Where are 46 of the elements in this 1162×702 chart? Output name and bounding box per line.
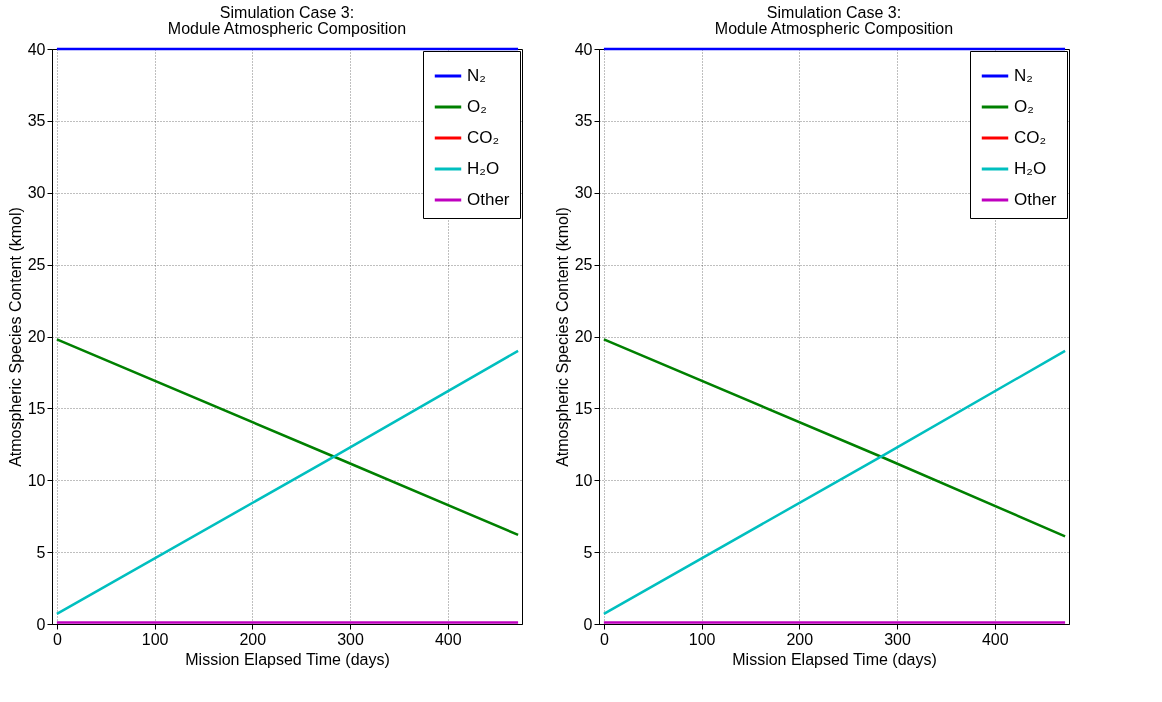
x-tick-label: 400 <box>434 630 462 648</box>
x-tick-label: 0 <box>52 630 62 648</box>
x-axis-title: Mission Elapsed Time (days) <box>732 650 937 668</box>
chart-subtitle: Module Atmospheric Composition <box>714 20 954 37</box>
legend-label: Other <box>467 190 510 209</box>
y-tick-label: 10 <box>27 471 46 489</box>
legend-label: Other <box>1014 190 1057 209</box>
legend-label: H₂O <box>1014 159 1047 178</box>
legend-label: O₂ <box>1014 97 1034 116</box>
x-tick-label: 400 <box>981 630 1009 648</box>
legend-label: N₂ <box>1014 66 1033 85</box>
chart-title: Simulation Case 3: <box>219 4 355 21</box>
y-tick-label: 15 <box>27 399 46 417</box>
y-tick-label: 35 <box>27 112 46 130</box>
x-tick-label: 200 <box>239 630 267 648</box>
y-tick-label: 5 <box>36 543 46 561</box>
x-tick-label: 100 <box>688 630 716 648</box>
chart-title: Simulation Case 3: <box>766 4 902 21</box>
x-axis-title: Mission Elapsed Time (days) <box>185 650 390 668</box>
legend-label: H₂O <box>467 159 500 178</box>
y-tick-label: 30 <box>27 184 46 202</box>
y-tick-label: 30 <box>574 184 593 202</box>
legend-label: CO₂ <box>467 128 500 147</box>
y-tick-label: 5 <box>583 543 593 561</box>
y-tick-label: 0 <box>583 615 593 633</box>
y-tick-label: 40 <box>27 40 46 58</box>
y-tick-label: 15 <box>574 399 593 417</box>
chart-subtitle: Module Atmospheric Composition <box>167 20 407 37</box>
x-tick-label: 100 <box>141 630 169 648</box>
legend-label: N₂ <box>467 66 486 85</box>
legend-label: CO₂ <box>1014 128 1047 147</box>
y-tick-label: 10 <box>574 471 593 489</box>
x-tick-label: 0 <box>599 630 609 648</box>
y-tick-label: 20 <box>27 328 46 345</box>
legend-label: O₂ <box>467 97 487 116</box>
y-axis-title: Atmospheric Species Content (kmol) <box>553 207 571 467</box>
y-tick-label: 25 <box>27 256 46 274</box>
y-tick-label: 0 <box>36 615 46 633</box>
y-tick-label: 40 <box>574 40 593 58</box>
y-tick-label: 35 <box>574 112 593 130</box>
y-axis-title: Atmospheric Species Content (kmol) <box>6 207 24 467</box>
x-tick-label: 300 <box>337 630 364 648</box>
x-tick-label: 200 <box>786 630 814 648</box>
x-tick-label: 300 <box>884 630 911 648</box>
y-tick-label: 20 <box>574 328 593 345</box>
y-tick-label: 25 <box>574 256 593 274</box>
